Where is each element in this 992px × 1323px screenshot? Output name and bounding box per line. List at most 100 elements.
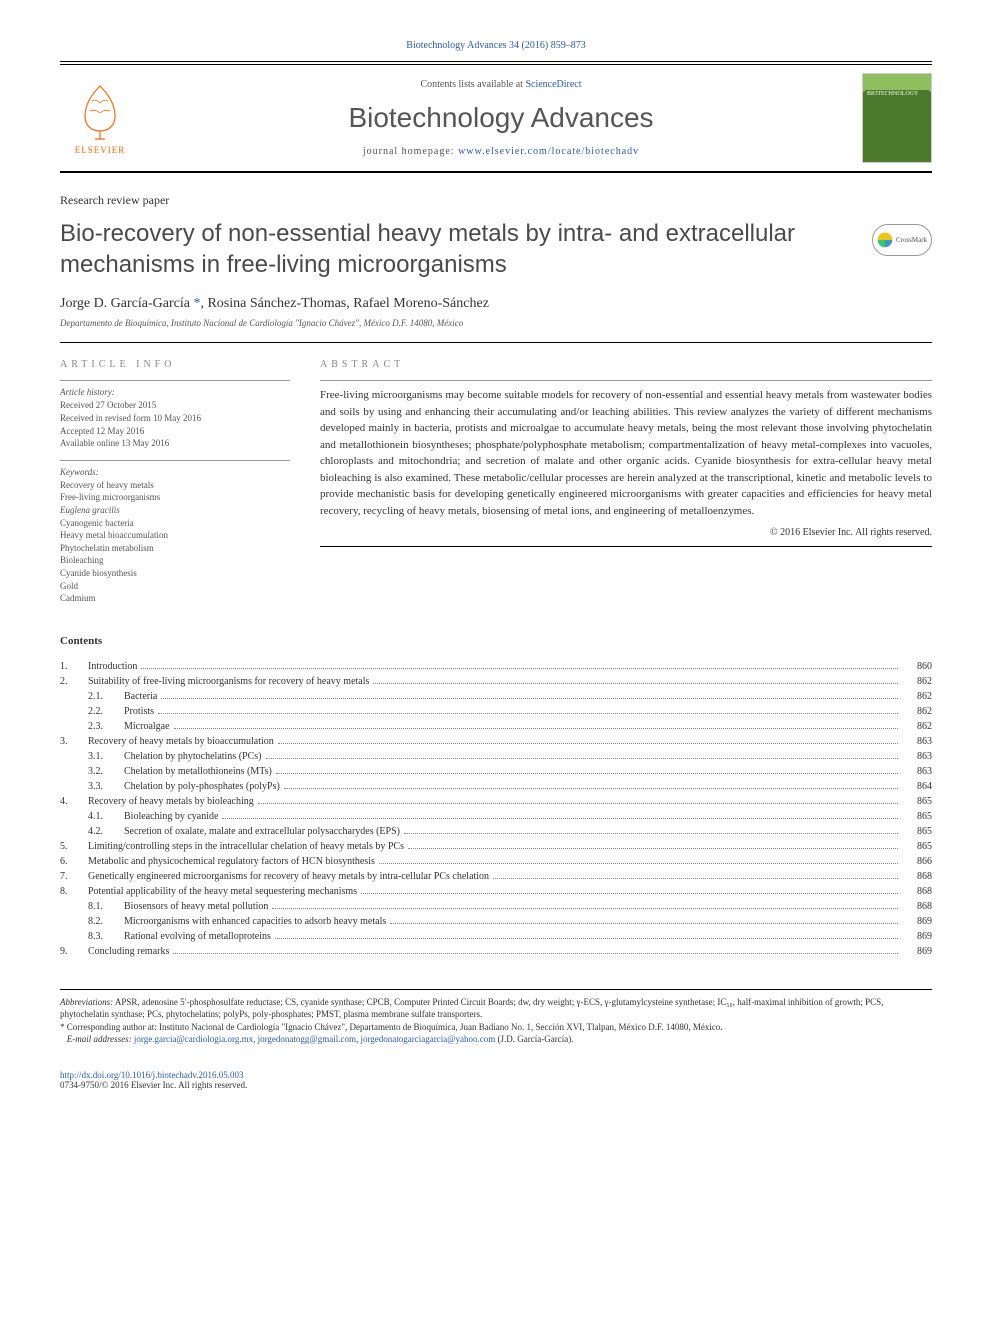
email-label: E-mail addresses: [67, 1034, 132, 1044]
homepage-prefix: journal homepage: [363, 146, 455, 157]
toc-title: Suitability of free-living microorganism… [88, 674, 369, 689]
contents-available-text: Contents lists available at [420, 79, 522, 90]
crossmark-badge[interactable]: CrossMark [872, 224, 932, 256]
toc-leader-dots [404, 833, 898, 834]
history-item: Available online 13 May 2016 [60, 437, 290, 450]
toc-page: 868 [902, 869, 932, 884]
abstract-text: Free-living microorganisms may become su… [320, 387, 932, 519]
abbreviations-label: Abbreviations: [60, 997, 113, 1007]
sciencedirect-link[interactable]: ScienceDirect [525, 79, 581, 90]
keyword-item: Recovery of heavy metals [60, 479, 290, 492]
toc-number: 8.2. [88, 914, 124, 929]
toc-row: 4.1.Bioleaching by cyanide865 [60, 809, 932, 824]
keyword-item: Cyanide biosynthesis [60, 567, 290, 580]
history-item: Received 27 October 2015 [60, 399, 290, 412]
info-abstract-row: ARTICLE INFO Article history: Received 2… [60, 359, 932, 604]
contents-heading: Contents [60, 635, 932, 647]
toc-number: 5. [60, 839, 88, 854]
elsevier-tree-icon [70, 81, 130, 141]
toc-leader-dots [284, 788, 898, 789]
toc-number: 6. [60, 854, 88, 869]
toc-leader-dots [272, 908, 898, 909]
toc-number: 8.3. [88, 929, 124, 944]
toc-row: 8.2.Microorganisms with enhanced capacit… [60, 914, 932, 929]
toc-page: 865 [902, 839, 932, 854]
toc-row: 3.3.Chelation by poly-phosphates (polyPs… [60, 779, 932, 794]
toc-page: 862 [902, 704, 932, 719]
email-link-2[interactable]: jorgedonatogg@gmail.com [258, 1034, 356, 1044]
article-history-label: Article history: [60, 387, 290, 397]
toc-leader-dots [278, 743, 898, 744]
toc-title: Chelation by phytochelatins (PCs) [124, 749, 262, 764]
doi-link[interactable]: http://dx.doi.org/10.1016/j.biotechadv.2… [60, 1070, 244, 1080]
toc-row: 5.Limiting/controlling steps in the intr… [60, 839, 932, 854]
toc-page: 869 [902, 929, 932, 944]
abstract-bottom-rule [320, 546, 932, 547]
abbreviations-line: Abbreviations: APSR, adenosine 5′-phosph… [60, 996, 932, 1021]
toc-leader-dots [173, 953, 898, 954]
title-row: Bio-recovery of non-essential heavy meta… [60, 218, 932, 280]
toc-page: 866 [902, 854, 932, 869]
keyword-item: Euglena gracilis [60, 504, 290, 517]
history-item: Accepted 12 May 2016 [60, 425, 290, 438]
author-1: Jorge D. García-García [60, 296, 190, 311]
info-top-rule [60, 342, 932, 343]
abstract-heading: ABSTRACT [320, 359, 932, 370]
toc-leader-dots [141, 668, 898, 669]
toc-leader-dots [222, 818, 898, 819]
article-info-column: ARTICLE INFO Article history: Received 2… [60, 359, 290, 604]
toc-title: Recovery of heavy metals by bioaccumulat… [88, 734, 274, 749]
toc-number: 1. [60, 659, 88, 674]
toc-page: 865 [902, 809, 932, 824]
keywords-list: Recovery of heavy metalsFree-living micr… [60, 479, 290, 605]
keyword-item: Gold [60, 580, 290, 593]
toc-title: Limiting/controlling steps in the intrac… [88, 839, 404, 854]
toc-page: 865 [902, 794, 932, 809]
corr-text: Corresponding author at: Instituto Nacio… [65, 1022, 723, 1032]
author-2: Rosina Sánchez-Thomas [207, 296, 346, 311]
toc-title: Bacteria [124, 689, 157, 704]
article-info-rule [60, 380, 290, 381]
toc-row: 7.Genetically engineered microorganisms … [60, 869, 932, 884]
toc-number: 3. [60, 734, 88, 749]
toc-number: 3.1. [88, 749, 124, 764]
contents-available-line: Contents lists available at ScienceDirec… [160, 79, 842, 90]
toc-number: 4.2. [88, 824, 124, 839]
journal-homepage-link[interactable]: www.elsevier.com/locate/biotechadv [458, 146, 639, 157]
toc-row: 3.2.Chelation by metallothioneins (MTs)8… [60, 764, 932, 779]
toc-title: Microorganisms with enhanced capacities … [124, 914, 386, 929]
article-history-list: Received 27 October 2015Received in revi… [60, 399, 290, 449]
cover-label: BIOTECHNOLOGY [865, 90, 929, 98]
toc-row: 8.3.Rational evolving of metalloproteins… [60, 929, 932, 944]
toc-number: 4. [60, 794, 88, 809]
masthead: ELSEVIER Contents lists available at Sci… [60, 64, 932, 173]
toc-row: 2.Suitability of free-living microorgani… [60, 674, 932, 689]
journal-name: Biotechnology Advances [160, 102, 842, 134]
elsevier-wordmark: ELSEVIER [75, 145, 126, 155]
toc-title: Biosensors of heavy metal pollution [124, 899, 268, 914]
toc-leader-dots [379, 863, 898, 864]
toc-number: 8.1. [88, 899, 124, 914]
toc-page: 864 [902, 779, 932, 794]
email-link-1[interactable]: jorge.garcia@cardiologia.org.mx [134, 1034, 253, 1044]
abstract-copyright: © 2016 Elsevier Inc. All rights reserved… [320, 527, 932, 538]
email-link-3[interactable]: jorgedonatogarciagarcia@yahoo.com [360, 1034, 495, 1044]
paper-title: Bio-recovery of non-essential heavy meta… [60, 218, 852, 280]
keywords-label: Keywords: [60, 467, 290, 477]
toc-row: 8.Potential applicability of the heavy m… [60, 884, 932, 899]
journal-cover-thumbnail: BIOTECHNOLOGY [862, 73, 932, 163]
keyword-item: Heavy metal bioaccumulation [60, 529, 290, 542]
toc-page: 863 [902, 734, 932, 749]
toc-page: 865 [902, 824, 932, 839]
toc-title: Concluding remarks [88, 944, 169, 959]
abstract-column: ABSTRACT Free-living microorganisms may … [320, 359, 932, 604]
toc-row: 6.Metabolic and physicochemical regulato… [60, 854, 932, 869]
toc-title: Microalgae [124, 719, 170, 734]
toc-leader-dots [258, 803, 898, 804]
toc-page: 860 [902, 659, 932, 674]
toc-leader-dots [408, 848, 898, 849]
top-rule [60, 61, 932, 62]
toc-row: 3.Recovery of heavy metals by bioaccumul… [60, 734, 932, 749]
toc-number: 4.1. [88, 809, 124, 824]
keyword-item: Bioleaching [60, 554, 290, 567]
